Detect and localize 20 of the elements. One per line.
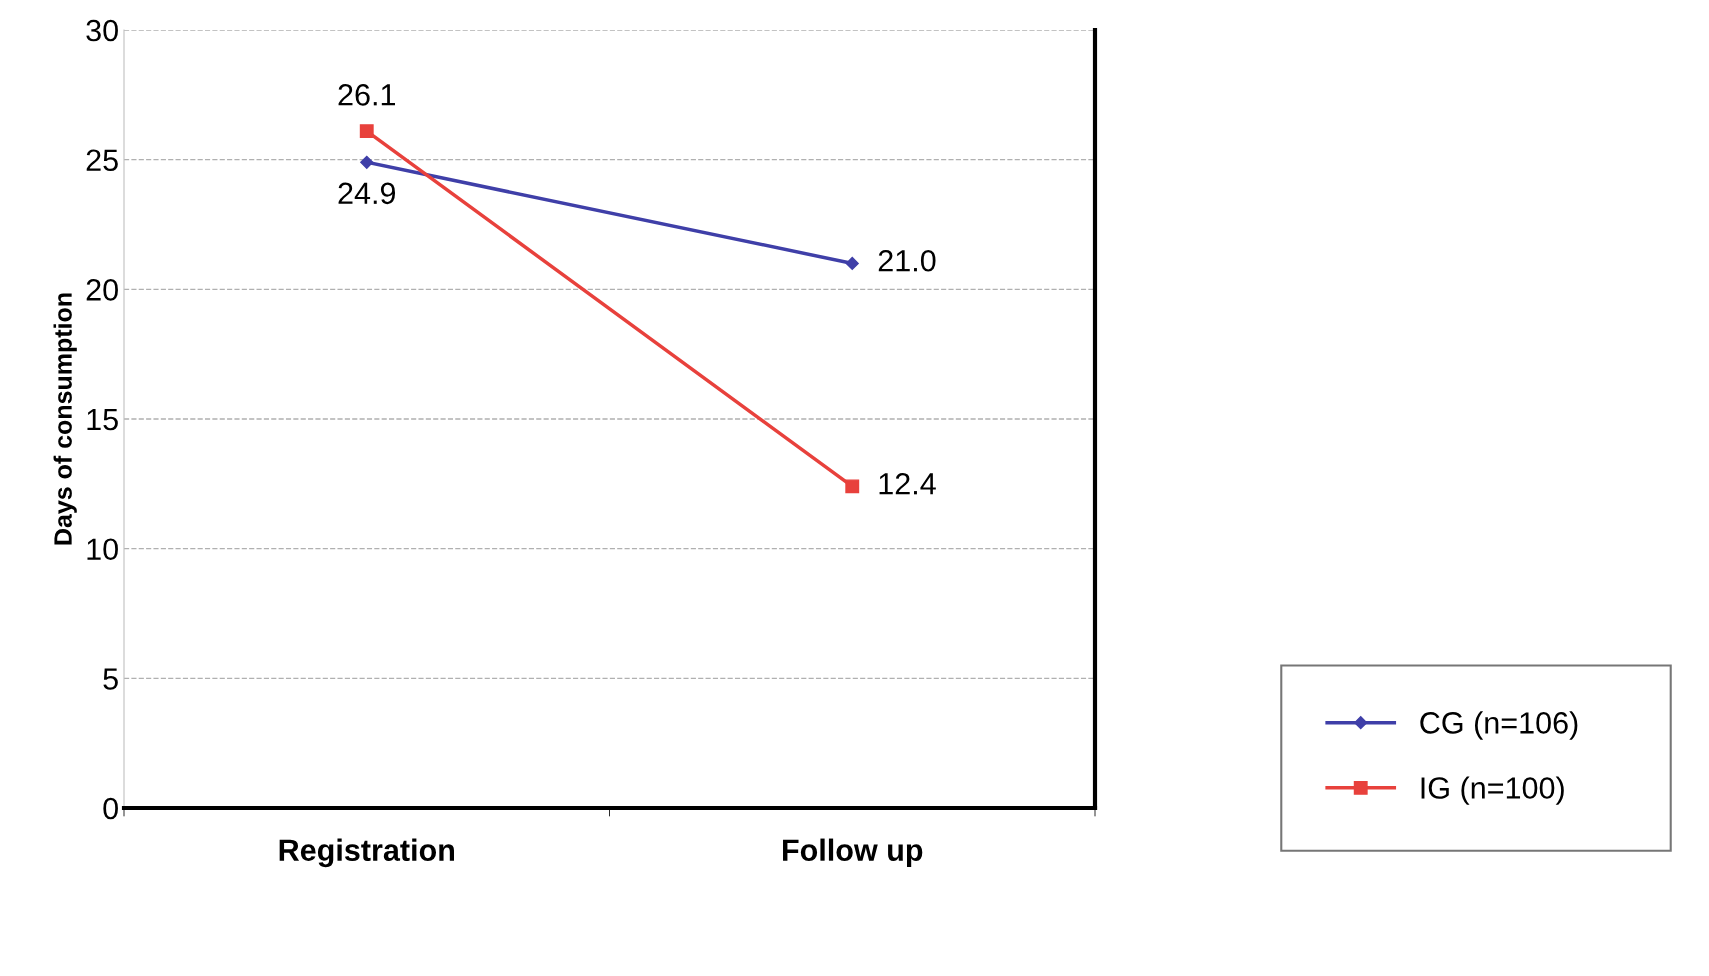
point — [359, 124, 374, 139]
point — [360, 155, 374, 169]
x-tick-label: Follow up — [783, 838, 923, 868]
data-label: 12.4 — [879, 472, 936, 495]
y-tick-label: 0 — [103, 797, 118, 820]
y-tick-label: 25 — [86, 149, 118, 172]
data-label: 24.9 — [338, 182, 396, 205]
y-tick-label: 30 — [86, 19, 118, 42]
legend-label: IG (n=100) — [1421, 776, 1564, 805]
x-tick-label: Registration — [279, 838, 454, 868]
legend-label: CG (n=106) — [1420, 711, 1578, 740]
point — [845, 479, 860, 494]
data-label: 21.0 — [878, 249, 936, 272]
y-tick-label: 5 — [103, 668, 118, 690]
y-tick-label: 15 — [87, 409, 118, 431]
y-tick-label: 20 — [86, 279, 118, 301]
y-tick-label: 10 — [87, 538, 118, 561]
y-axis-title: Days of consumption — [53, 293, 77, 545]
point — [845, 256, 859, 270]
data-label: 26.1 — [338, 84, 395, 106]
